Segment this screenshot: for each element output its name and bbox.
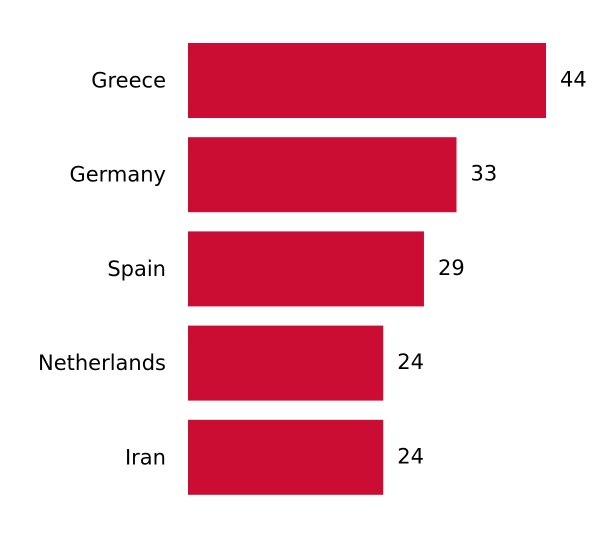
bar — [188, 325, 384, 401]
category-label: Greece — [91, 69, 166, 93]
category-label: Germany — [69, 163, 166, 187]
value-label: 33 — [471, 162, 498, 186]
bar — [188, 231, 424, 307]
value-label: 29 — [438, 256, 465, 280]
category-label: Spain — [107, 257, 166, 281]
bar — [188, 419, 384, 495]
bar — [188, 137, 457, 213]
category-label: Netherlands — [38, 351, 166, 375]
bar — [188, 43, 546, 118]
value-label: 24 — [397, 350, 424, 374]
category-label: Iran — [125, 445, 166, 469]
value-label: 44 — [560, 68, 587, 92]
value-label: 24 — [397, 444, 424, 468]
